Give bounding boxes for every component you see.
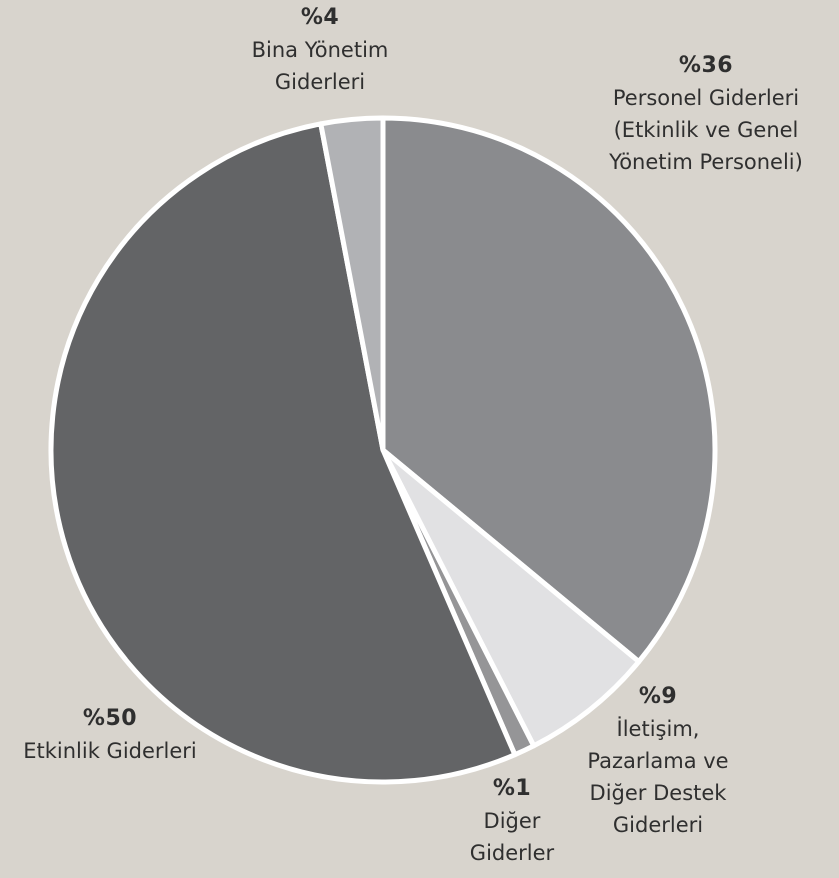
slice-label-etkinlik: %50 Etkinlik Giderleri bbox=[23, 703, 197, 767]
pie-slice-etkinlik bbox=[48, 121, 518, 785]
label-line: (Etkinlik ve Genel bbox=[613, 118, 799, 142]
label-line: İletişim, bbox=[616, 717, 700, 741]
label-line: Giderleri bbox=[274, 70, 366, 94]
label-line: Diğer Destek bbox=[589, 781, 727, 805]
label-line: Bina Yönetim bbox=[251, 38, 389, 62]
label-line: Etkinlik Giderleri bbox=[23, 739, 197, 763]
percent-label: %50 bbox=[82, 706, 138, 731]
label-line: Giderler bbox=[469, 841, 555, 865]
label-line: Personel Giderleri bbox=[612, 86, 800, 110]
percent-label: %1 bbox=[492, 776, 532, 801]
label-line: Diğer bbox=[483, 809, 541, 833]
label-line: Giderleri bbox=[612, 813, 704, 837]
label-line: Pazarlama ve bbox=[587, 749, 729, 773]
pie-slice-personel bbox=[380, 115, 718, 665]
label-line: Yönetim Personeli) bbox=[609, 150, 803, 174]
slice-label-bina: %4 Bina Yönetim Giderleri bbox=[252, 2, 389, 98]
percent-label: %9 bbox=[638, 684, 678, 709]
slice-label-diger: %1 Diğer Giderler bbox=[470, 773, 554, 869]
pie-slice-iletisim bbox=[380, 447, 642, 749]
percent-label: %36 bbox=[678, 53, 734, 78]
slice-label-personel: %36 Personel Giderleri (Etkinlik ve Gene… bbox=[609, 50, 803, 178]
slice-label-iletisim: %9 İletişim, Pazarlama ve Diğer Destek G… bbox=[587, 681, 728, 841]
percent-label: %4 bbox=[300, 5, 340, 30]
pie-slice-bina bbox=[318, 115, 386, 453]
